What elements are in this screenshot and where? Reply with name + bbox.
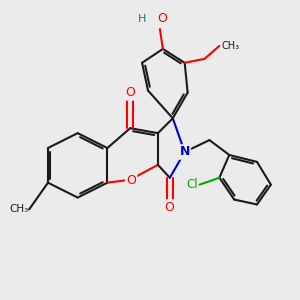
Text: Cl: Cl	[186, 178, 198, 191]
Text: O: O	[126, 174, 136, 187]
Text: CH₃: CH₃	[221, 41, 239, 51]
Text: O: O	[157, 12, 167, 25]
Text: O: O	[164, 200, 174, 214]
Text: N: N	[179, 146, 190, 158]
Text: O: O	[125, 86, 135, 100]
Text: H: H	[138, 14, 146, 24]
Text: CH₃: CH₃	[9, 204, 28, 214]
